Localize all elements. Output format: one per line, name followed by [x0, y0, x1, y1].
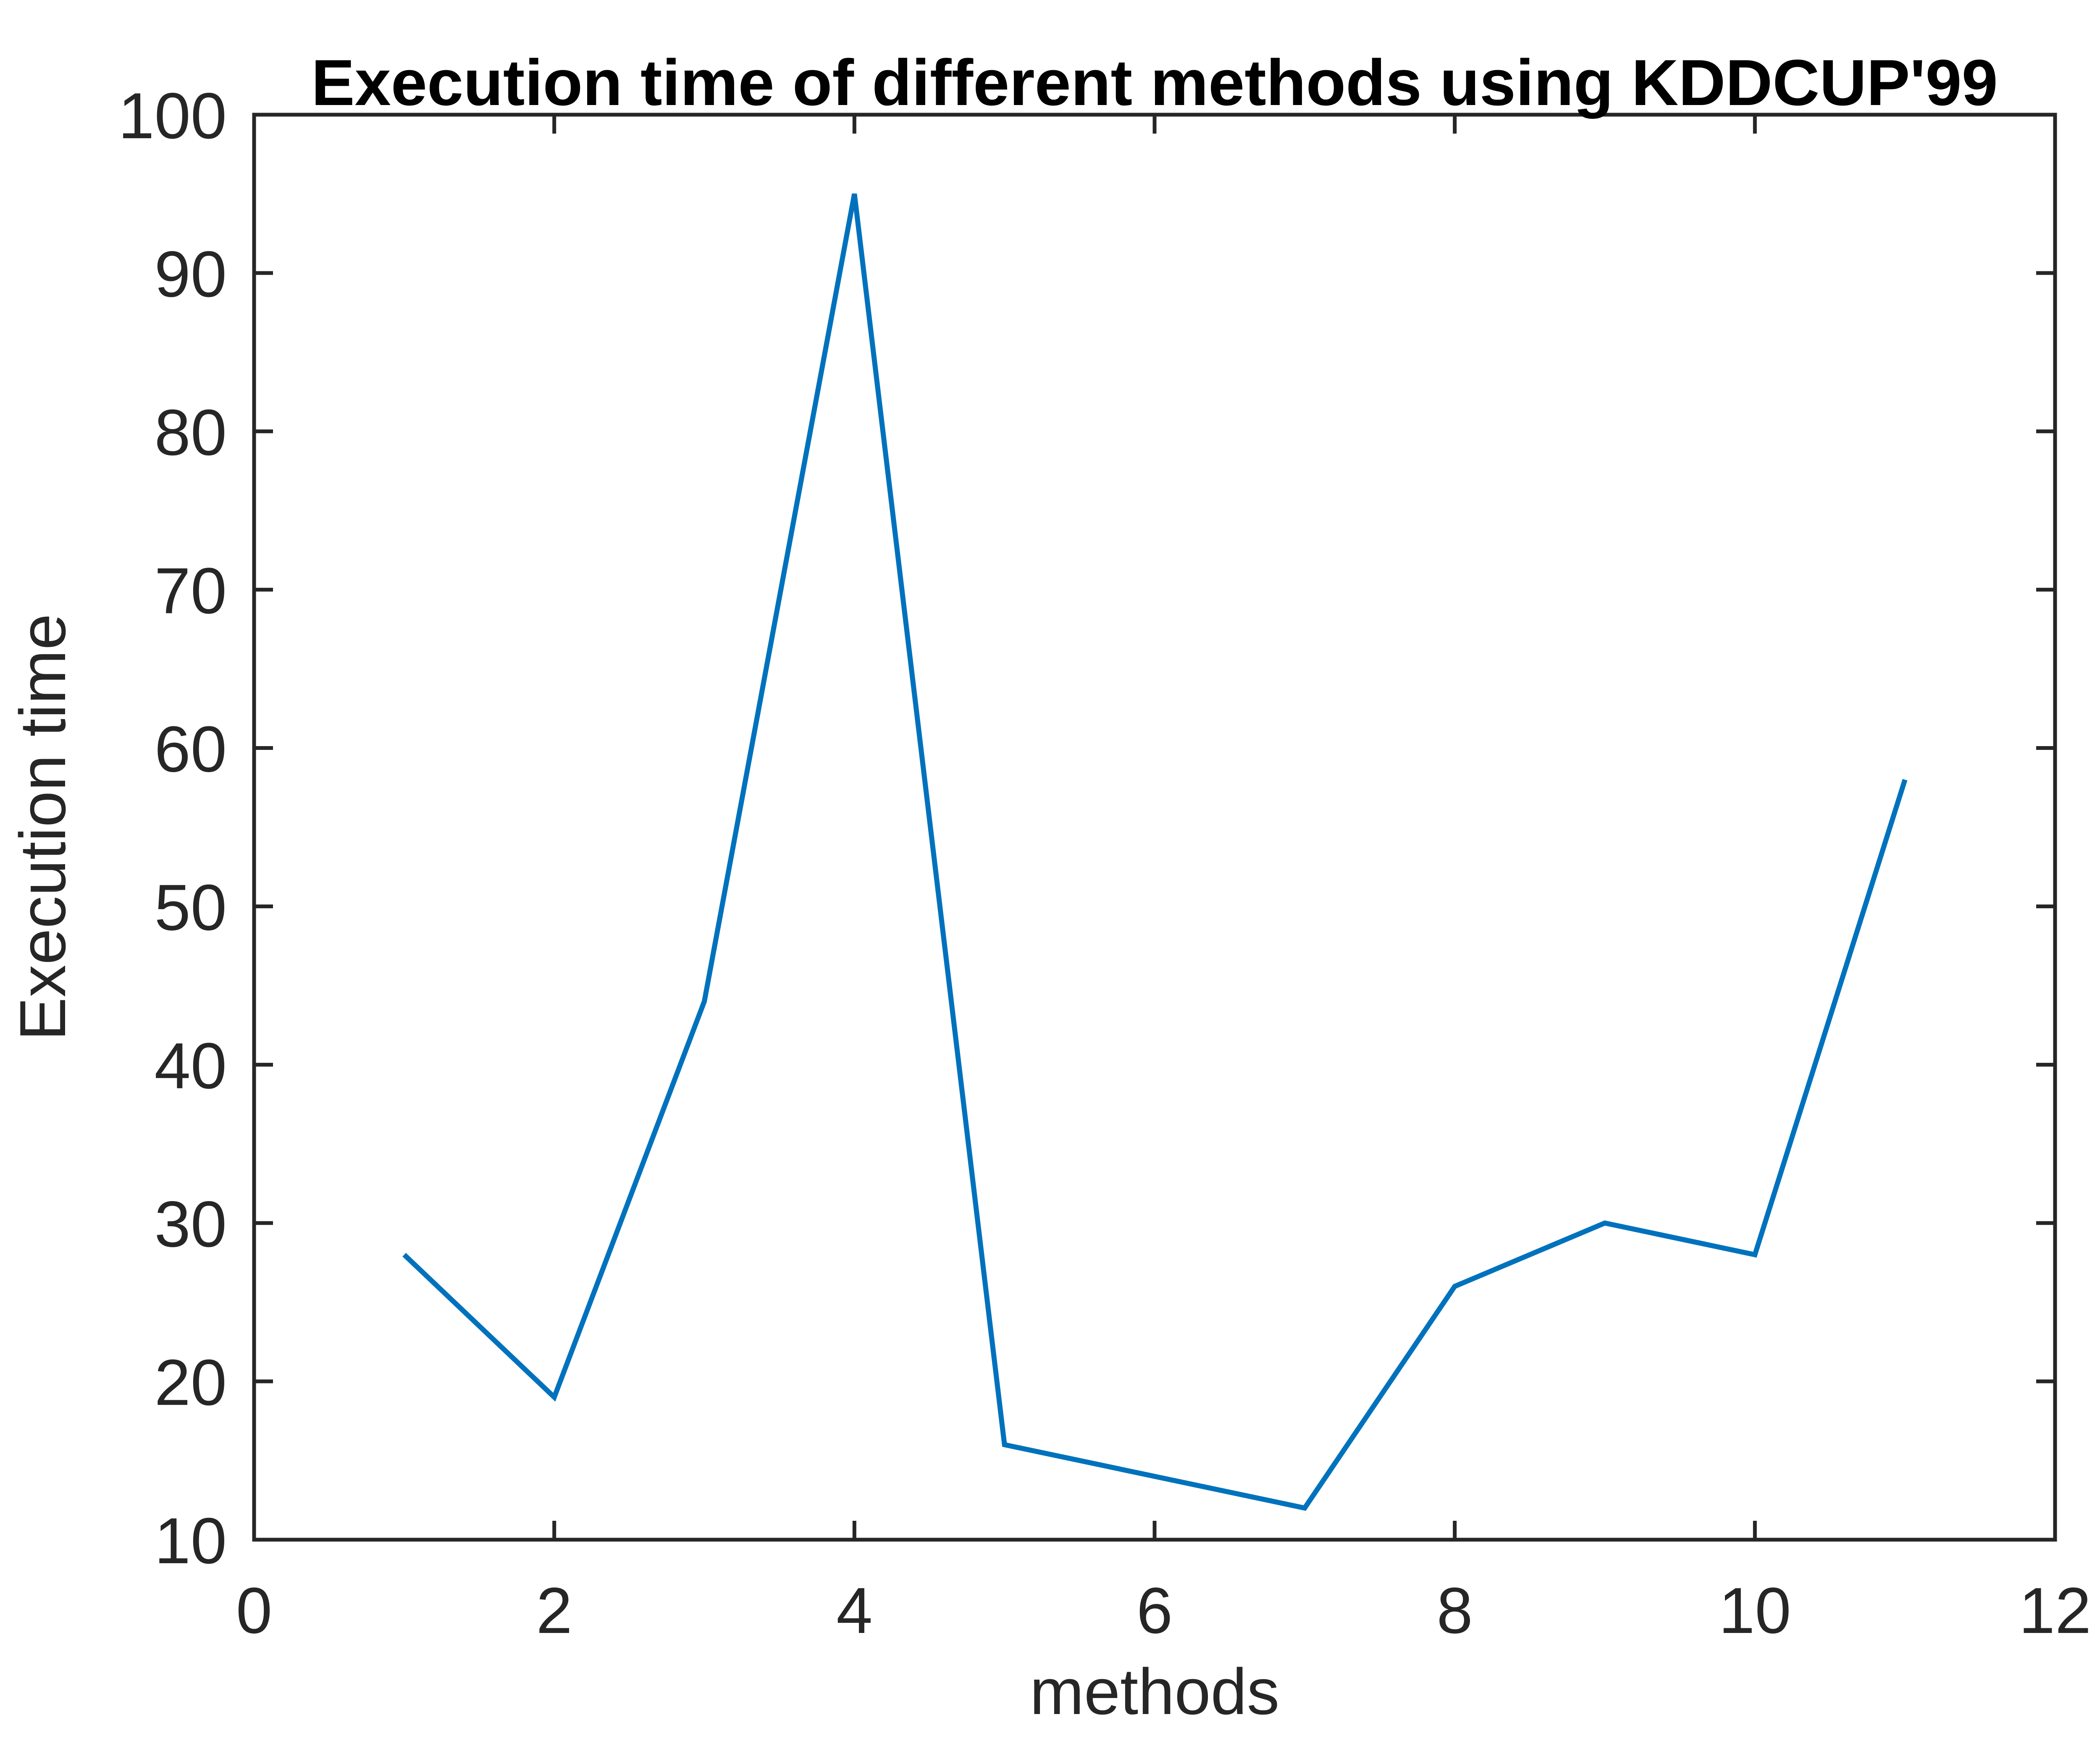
x-tick-label: 0 — [236, 1574, 272, 1647]
y-tick-label: 90 — [155, 238, 227, 310]
x-axis-label: methods — [1030, 1655, 1280, 1728]
x-tick-label: 4 — [836, 1574, 872, 1647]
y-tick-label: 80 — [155, 396, 227, 469]
y-tick-label: 70 — [155, 555, 227, 627]
y-tick-label: 10 — [155, 1504, 227, 1577]
x-tick-label: 10 — [1719, 1574, 1791, 1647]
chart-title: Execution time of different methods usin… — [311, 46, 1998, 119]
execution-time-line — [402, 193, 1908, 1511]
x-tick-label: 6 — [1137, 1574, 1173, 1647]
y-tick-label: 50 — [155, 871, 227, 944]
plot-area — [252, 113, 2057, 1542]
y-axis-label: Execution time — [6, 614, 79, 1041]
tick-marks — [252, 113, 2057, 1542]
x-tick-label: 8 — [1437, 1574, 1473, 1647]
y-tick-label: 100 — [118, 79, 227, 152]
x-tick-label: 2 — [536, 1574, 572, 1647]
y-tick-label: 60 — [155, 713, 227, 786]
tick-labels: 0 2 4 6 8 10 12 10 20 30 40 50 60 70 80 90 100 — [118, 79, 2091, 1647]
y-tick-label: 30 — [155, 1188, 227, 1260]
y-tick-label: 40 — [155, 1029, 227, 1102]
y-tick-label: 20 — [155, 1346, 227, 1419]
x-tick-label: 12 — [2019, 1574, 2091, 1647]
